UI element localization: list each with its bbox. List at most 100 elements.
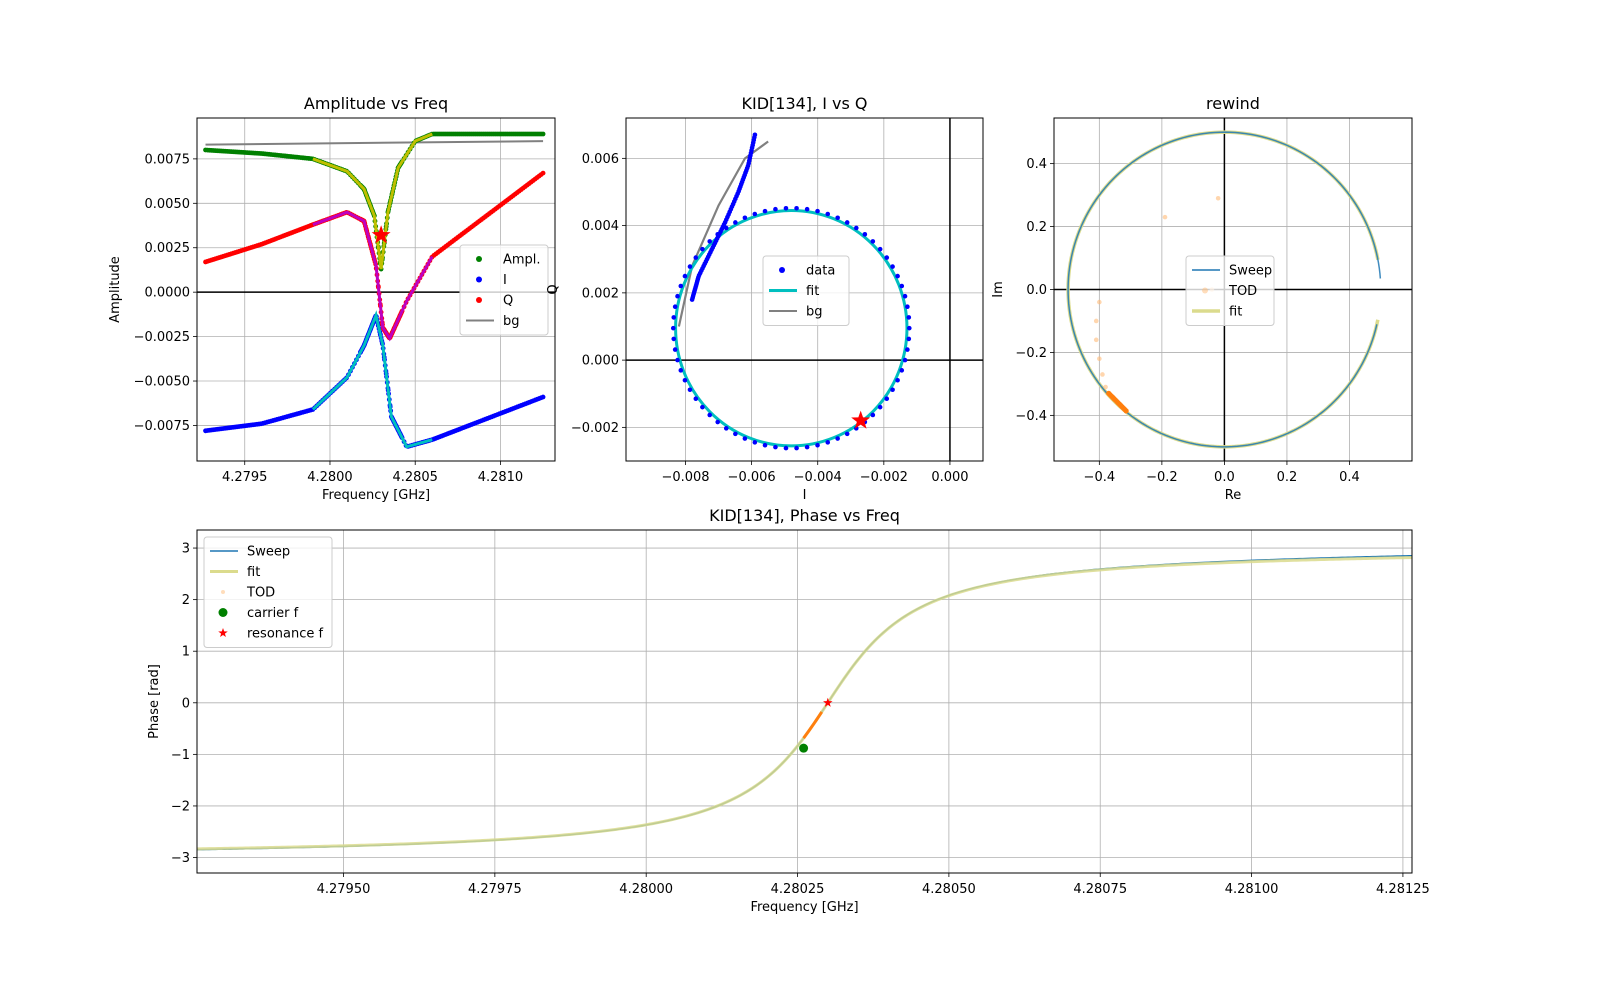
axes-frame [625,117,984,462]
data-point [762,208,768,214]
x-tick-label: −0.006 [728,470,776,485]
x-tick-label: 4.2805 [392,470,438,485]
data-point [844,220,850,225]
y-tick-label: 0.0 [1026,283,1047,298]
data-point [682,377,688,383]
y-tick-label: 0.0000 [145,286,191,301]
y-tick-label: 0.002 [582,286,619,301]
legend-entry: TOD [246,586,275,601]
legend-entry: bg [503,314,520,329]
y-tick-label: 0.0075 [145,152,191,167]
data-point [715,419,721,425]
x-tick-label: 4.28125 [1376,882,1430,897]
legend-marker [476,297,482,303]
data-point [884,255,890,260]
plot-area-phase [197,530,1412,873]
data-point-amplitude [540,131,546,137]
fit-circle [674,208,909,448]
y-tick-label: 3 [182,542,190,557]
y-tick-label: 0.0050 [145,197,191,212]
legend-entry: bg [806,305,823,320]
legend-entry: TOD [1228,284,1257,299]
data-point [670,325,676,331]
tod-point [1162,214,1168,220]
data-point [672,304,678,310]
data-point [773,206,778,212]
x-tick-label: −0.008 [661,470,709,485]
data-point [853,225,859,231]
tod-point [1097,356,1102,362]
tod-point [1215,195,1221,201]
data-point [902,357,908,363]
x-tick-label: 4.2800 [307,470,353,485]
data-point [895,273,900,279]
data-point [844,431,850,437]
data-point [752,440,758,445]
data-point [815,442,820,448]
x-tick-label: 0.2 [1277,470,1298,485]
legend-entry: data [806,264,835,279]
x-axis-label: Re [1225,488,1241,503]
tod-point [1093,318,1099,324]
data-point [804,444,810,450]
data-point [675,357,680,363]
tod-point [1100,372,1105,377]
data-point [895,377,900,383]
series-bg-line [205,140,544,146]
legend-entry: carrier f [247,606,299,621]
data-point [870,239,876,244]
data-point [742,436,748,441]
data-point [682,273,688,279]
chart-title: Amplitude vs Freq [304,94,448,113]
data-point-q [540,170,546,176]
y-tick-label: 0.006 [582,152,619,167]
data-point [752,211,758,217]
axes-frame [1053,117,1413,462]
y-tick-label: −1 [171,748,190,763]
data-point-i [540,394,546,400]
x-tick-label: −0.002 [860,470,908,485]
data-point [723,426,729,431]
y-tick-label: 0.004 [582,219,619,234]
chart-title: rewind [1206,94,1260,113]
legend-entry: fit [806,284,819,299]
axes-frame [196,117,556,462]
resonance-marker [823,697,833,707]
data-point [804,206,810,212]
data-point [773,444,778,450]
legend-entry: Q [503,294,513,309]
legend-entry: Sweep [1229,264,1272,279]
y-tick-label: 0.2 [1026,220,1047,235]
legend-marker [218,608,228,617]
data-point [693,255,699,260]
y-tick-label: −2 [171,799,190,814]
y-tick-label: 0.4 [1026,157,1047,172]
data-point [700,404,705,410]
x-tick-label: 4.28075 [1073,882,1127,897]
data-point [794,445,799,451]
data-point [671,315,677,320]
data-point [752,132,758,138]
data-point [906,336,912,342]
x-tick-label: 4.28000 [619,882,673,897]
x-tick-label: 4.2810 [478,470,524,485]
y-tick-label: −0.002 [571,421,619,436]
resonance-marker [851,410,871,429]
x-tick-label: −0.004 [794,470,842,485]
resonance-marker [371,225,391,244]
y-axis-label: Q [546,284,561,294]
y-axis-label: Phase [rad] [147,664,162,739]
x-tick-label: 4.28100 [1225,882,1279,897]
x-tick-label: −0.4 [1084,470,1116,485]
carrier-marker [799,743,809,753]
data-point [902,293,908,299]
data-point [877,404,883,410]
data-point [890,264,895,269]
legend-box [203,536,333,648]
legend-entry: I [503,273,507,288]
x-tick-label: 4.28050 [922,882,976,897]
y-tick-label: 1 [182,645,190,660]
x-tick-label: 0.0 [1214,470,1235,485]
data-point [890,387,895,393]
